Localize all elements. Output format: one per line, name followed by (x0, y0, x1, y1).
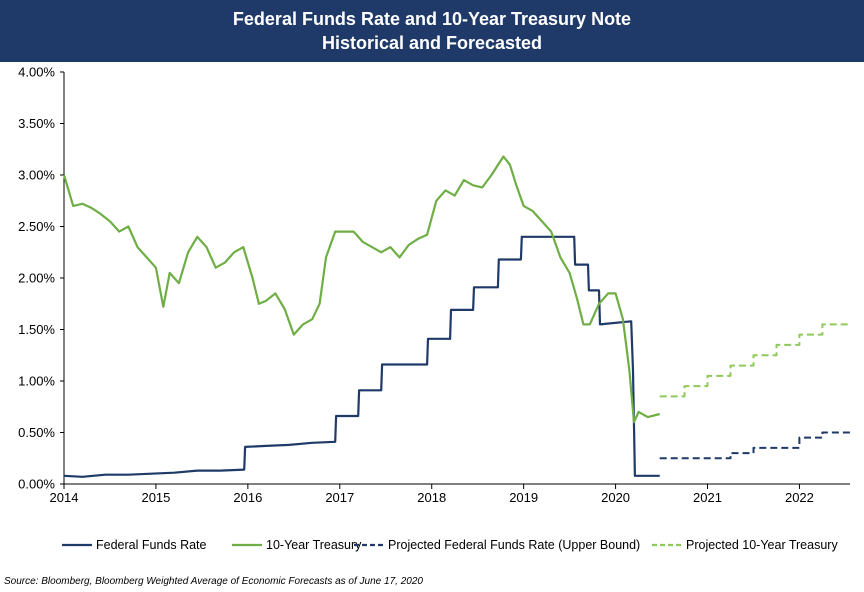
y-tick-label: 4.00% (18, 65, 55, 80)
y-tick-label: 1.00% (18, 374, 55, 389)
y-tick-label: 2.50% (18, 219, 55, 234)
source-note: Source: Bloomberg, Bloomberg Weighted Av… (4, 576, 423, 587)
series-line-3 (659, 431, 850, 460)
legend-label-2: 10-Year Treasury (266, 538, 362, 552)
y-tick-label: 0.50% (18, 425, 55, 440)
chart-title-banner: Federal Funds Rate and 10-Year Treasury … (0, 0, 864, 62)
y-tick-label: 1.50% (18, 322, 55, 337)
x-tick-label: 2017 (325, 490, 354, 505)
chart-subtitle: Historical and Forecasted (321, 33, 543, 53)
chart-title: Federal Funds Rate and 10-Year Treasury … (232, 9, 632, 29)
x-tick-label: 2021 (693, 490, 722, 505)
legend-label-3: Projected Federal Funds Rate (Upper Boun… (388, 538, 640, 552)
chart-area: 0.00% 0.50% 1.00% 1.50% 2.00% 2.50% 3.00% 3.50%… (18, 65, 850, 552)
y-tick-label: 3.50% (18, 116, 55, 131)
legend-label-4: Projected 10-Year Treasury (686, 538, 838, 552)
y-axis: 0.00% 0.50% 1.00% 1.50% 2.00% 2.50% 3.00% 3.50%… (18, 65, 65, 492)
x-tick-label: 2018 (417, 490, 446, 505)
x-tick-label: 2019 (509, 490, 538, 505)
x-tick-label: 2014 (50, 490, 79, 505)
x-tick-label: 2020 (601, 490, 630, 505)
series-line-1 (63, 235, 660, 478)
series-line-4 (659, 323, 850, 398)
legend: Federal Funds Rate 10-Year Treasury Projec… (62, 538, 838, 552)
x-tick-label: 2016 (233, 490, 262, 505)
x-axis: 2014 2015 2016 2017 2018 2019 2020 2021 2022 (50, 483, 850, 505)
series-lines (62, 155, 850, 478)
series-line-2 (62, 155, 660, 424)
y-tick-label: 2.00% (18, 271, 55, 286)
x-tick-label: 2022 (785, 490, 814, 505)
y-tick-label: 0.00% (18, 477, 55, 492)
legend-label-1: Federal Funds Rate (96, 538, 207, 552)
x-tick-label: 2015 (141, 490, 170, 505)
y-tick-label: 3.00% (18, 168, 55, 183)
